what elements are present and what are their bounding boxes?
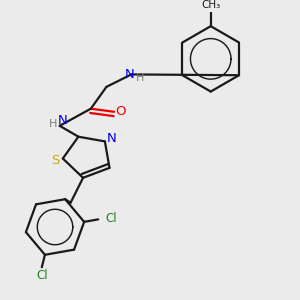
Text: H: H — [136, 73, 144, 83]
Text: O: O — [115, 105, 126, 118]
Text: Cl: Cl — [36, 268, 48, 281]
Text: Cl: Cl — [106, 212, 117, 225]
Text: H: H — [49, 119, 58, 129]
Text: CH₃: CH₃ — [201, 0, 220, 10]
Text: N: N — [125, 68, 135, 81]
Text: S: S — [51, 154, 59, 166]
Text: N: N — [107, 132, 117, 145]
Text: N: N — [58, 114, 68, 127]
